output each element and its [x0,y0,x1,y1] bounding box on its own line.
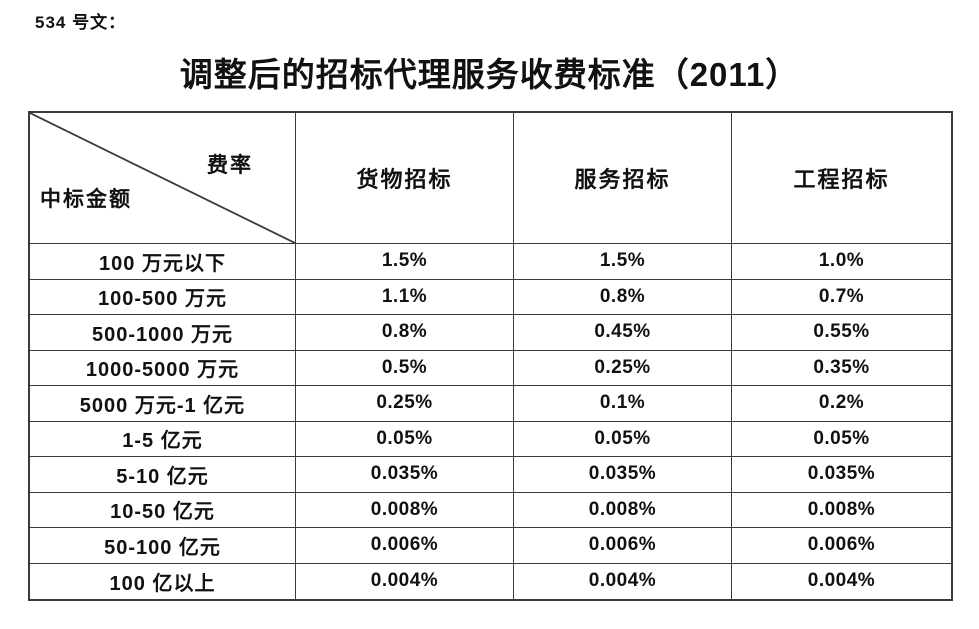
fee-value: 0.7% [732,280,951,315]
fee-value: 1.5% [514,244,732,280]
page-title: 调整后的招标代理服务收费标准（2011） [179,56,800,93]
fee-value: 0.45% [514,315,732,351]
fee-value: 0.5% [296,350,514,386]
fee-value: 0.05% [296,421,514,457]
fee-value: 0.35% [732,351,951,386]
corner-label-bid-amount: 中标金额 [40,188,132,211]
fee-value: 0.05% [514,421,732,457]
row-label: 100 亿以上 [30,563,296,599]
fee-rate-table: 费率 中标金额 货物招标 服务招标 工程招标 100 万元以下 1.5% 1.5… [28,111,953,601]
row-label: 100 万元以下 [30,244,296,280]
fee-value: 1.5% [296,244,514,280]
corner-label-fee-rate: 费率 [207,154,253,177]
column-header-goods: 货物招标 [296,113,514,244]
column-header-services: 服务招标 [514,113,732,244]
fee-value: 0.035% [514,457,732,493]
row-label: 5-10 亿元 [30,457,296,493]
doc-number-label: 534 号文： [35,13,127,32]
fee-value: 0.55% [732,315,951,351]
fee-value: 0.004% [514,563,732,599]
fee-value: 0.008% [732,493,951,528]
column-header-works: 工程招标 [732,113,951,244]
fee-value: 0.2% [732,386,951,422]
row-label: 1000-5000 万元 [30,350,296,386]
diagonal-divider-line [30,113,295,243]
fee-value: 0.008% [514,492,732,528]
fee-value: 0.8% [514,279,732,315]
fee-value: 0.25% [514,350,732,386]
fee-value: 0.25% [296,386,514,422]
fee-value: 0.006% [732,528,951,564]
row-label: 1-5 亿元 [30,421,296,457]
fee-value: 0.006% [514,528,732,564]
fee-value: 0.035% [732,457,951,493]
fee-value: 0.05% [732,422,951,457]
fee-value: 0.006% [296,528,514,564]
fee-value: 0.004% [296,563,514,599]
fee-value: 0.8% [296,315,514,351]
fee-value: 1.1% [296,279,514,315]
row-label: 5000 万元-1 亿元 [30,386,296,422]
corner-header-cell: 费率 中标金额 [30,113,296,244]
row-label: 10-50 亿元 [30,492,296,528]
row-label: 100-500 万元 [30,279,296,315]
fee-value: 0.008% [296,492,514,528]
fee-value: 1.0% [732,244,951,280]
fee-value: 0.035% [296,457,514,493]
fee-value: 0.1% [514,386,732,422]
row-label: 500-1000 万元 [30,315,296,351]
fee-value: 0.004% [807,570,876,592]
row-label: 50-100 亿元 [30,528,296,564]
